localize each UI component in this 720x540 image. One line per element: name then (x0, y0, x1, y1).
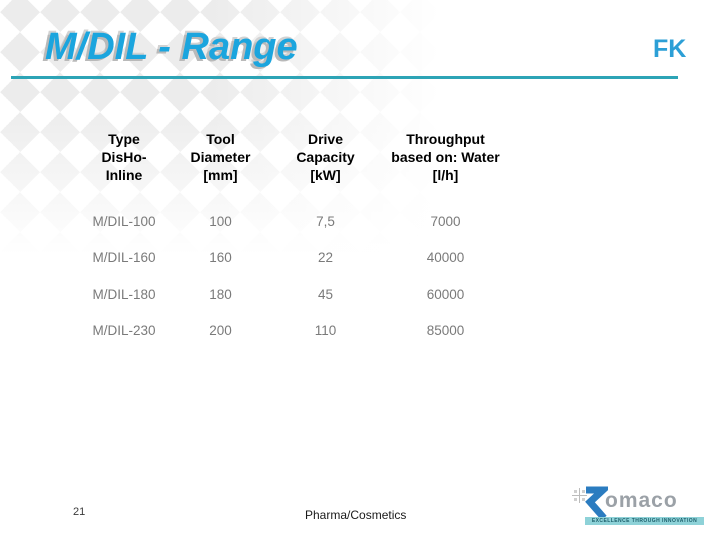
romaco-r-icon (585, 486, 608, 521)
cell-drive-capacity: 45 (317, 287, 334, 302)
header-line: Capacity (296, 149, 355, 165)
column-header-type: Type DisHo- Inline (76, 130, 172, 184)
footer-section-label: Pharma/Cosmetics (305, 508, 407, 522)
table-row: M/DIL-160 160 22 40000 (76, 250, 509, 266)
cell-type: M/DIL-100 (92, 214, 156, 229)
cell-type: M/DIL-180 (92, 287, 156, 302)
romaco-tagline: EXCELLENCE THROUGH INNOVATION (585, 517, 704, 525)
cell-drive-capacity: 7,5 (316, 214, 335, 229)
header-line: [mm] (203, 167, 238, 183)
cell-throughput: 60000 (426, 287, 465, 302)
header-line: Type (108, 131, 140, 147)
cell-tool-diameter: 200 (209, 323, 232, 338)
author-initials: FK (653, 35, 687, 63)
header-line: Tool (206, 131, 235, 147)
slide-title: M/DIL - Range (45, 26, 298, 68)
romaco-logo: omaco EXCELLENCE THROUGH INNOVATION (570, 482, 710, 530)
column-header-throughput: Throughput based on: Water [l/h] (382, 130, 509, 184)
table-row: M/DIL-230 200 110 85000 (76, 323, 509, 339)
cell-tool-diameter: 180 (209, 287, 232, 302)
column-header-drive-capacity: Drive Capacity [kW] (269, 130, 382, 184)
title-underline (11, 76, 678, 79)
romaco-wordmark: omaco (605, 489, 678, 512)
header-line: Drive (307, 131, 344, 147)
header-line: Diameter (190, 149, 251, 165)
header-line: Throughput (406, 131, 485, 147)
cell-throughput: 7000 (430, 214, 461, 229)
cell-type: M/DIL-230 (92, 323, 156, 338)
header-line: [kW] (310, 167, 341, 183)
header-line: [l/h] (432, 167, 459, 183)
cell-drive-capacity: 22 (317, 250, 334, 265)
table-row: M/DIL-100 100 7,5 7000 (76, 214, 509, 230)
cell-tool-diameter: 100 (209, 214, 232, 229)
cell-tool-diameter: 160 (209, 250, 232, 265)
header-line: Inline (105, 167, 143, 183)
cell-throughput: 85000 (426, 323, 465, 338)
header-line: based on: Water (391, 149, 500, 165)
table-row: M/DIL-180 180 45 60000 (76, 287, 509, 303)
cell-type: M/DIL-160 (92, 250, 156, 265)
column-header-tool-diameter: Tool Diameter [mm] (172, 130, 269, 184)
header-line: DisHo- (101, 149, 147, 165)
cell-throughput: 40000 (426, 250, 465, 265)
cell-drive-capacity: 110 (314, 323, 337, 338)
table-header-row: Type DisHo- Inline Tool Diameter [mm] Dr… (76, 130, 509, 184)
crosshair-icon (572, 488, 587, 503)
page-number: 21 (73, 506, 86, 518)
background-diamond-pattern (0, 0, 500, 300)
